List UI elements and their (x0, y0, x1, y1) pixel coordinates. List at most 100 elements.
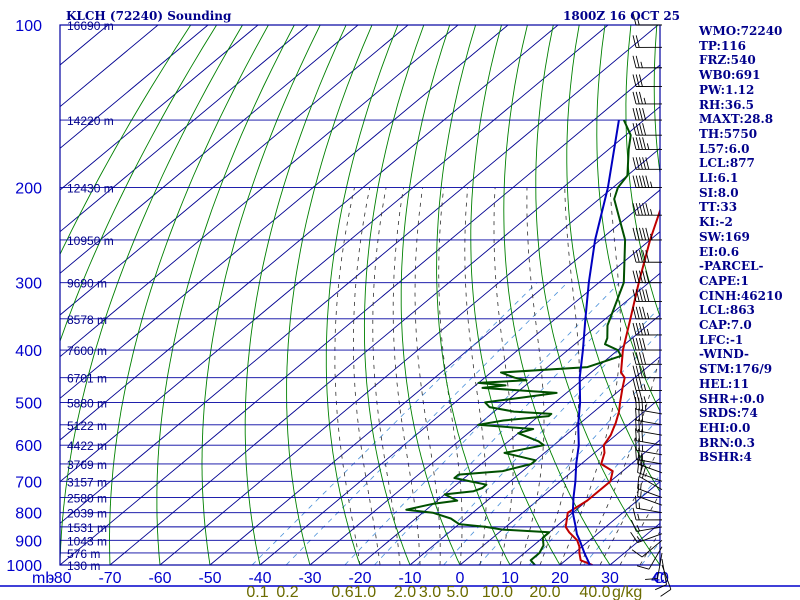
wind-barb-flag (655, 584, 667, 591)
wind-barb-flag (638, 91, 643, 105)
wind-barb (637, 483, 663, 506)
wind-barb-flag (645, 289, 650, 302)
wind-barb (632, 123, 663, 136)
sounding-index: TT:33 (699, 200, 738, 215)
height-labels: 16690 m 14220 m 12430 m 10950 m 9690 m 8578 m… (67, 19, 114, 573)
sounding-index: LCL:877 (699, 156, 755, 171)
pressure-tick-label: 900 (15, 533, 42, 550)
temperature-tick-label: -60 (148, 570, 171, 587)
wind-barb-half-flag (643, 97, 647, 105)
wind-barb (632, 365, 663, 379)
wind-barb-flag (635, 447, 637, 460)
wind-barb (632, 35, 663, 48)
wind-barb-flag (630, 532, 638, 543)
wind-barb-flag (635, 74, 640, 87)
sounding-index: KI:-2 (699, 215, 733, 230)
height-label: 5122 m (67, 419, 107, 433)
height-label: 1531 m (67, 521, 107, 535)
wind-barb-flag (638, 390, 643, 403)
parcel-trace (571, 119, 620, 565)
wind-barb (635, 495, 663, 514)
wind-barb-flag (637, 460, 640, 473)
sounding-index: CAPE:1 (699, 273, 749, 288)
wind-barb-flag (638, 408, 640, 421)
wind-barb-flag (638, 123, 643, 136)
moist-adiabat-line (619, 492, 660, 565)
height-label: 130 m (67, 559, 100, 573)
temperature-tick-label: -10 (398, 570, 421, 587)
wind-barb-flag (638, 107, 643, 121)
sounding-index: LFC:-1 (699, 332, 744, 347)
wind-barb (632, 352, 663, 365)
isotherm-line (60, 25, 259, 191)
wind-barb-staff (636, 440, 663, 446)
dewpoint-trace (405, 119, 632, 565)
height-label: 1043 m (67, 534, 107, 548)
isotherm-line (109, 106, 660, 565)
mixing-ratio-labels: 0.1 0.2 0.6 1.0 2.0 3.0 5.0 10.0 20.0 40.0 g/kg (246, 584, 642, 600)
wind-barb-flag (632, 507, 637, 521)
wind-barb-staff (637, 472, 663, 482)
wind-barb-flag (632, 289, 637, 302)
isotherm-line (60, 25, 309, 233)
mixing-ratio-line (374, 282, 647, 565)
sounding-index: PW:1.12 (699, 82, 755, 97)
temperature-axis: -80 -70 -60 -50 -40 -30 -20 -10 0 10 20 30 40C (48, 570, 669, 587)
wind-barb-flag (638, 322, 643, 336)
isotherm-line (409, 356, 660, 565)
wind-barb-staff (648, 546, 663, 570)
pressure-tick-label: 200 (15, 181, 42, 198)
wind-barb-staff (637, 463, 663, 474)
wind-barb-flag (632, 107, 637, 121)
pressure-tick-label: 100 (15, 18, 42, 35)
wind-barb-flag (638, 250, 643, 263)
sounding-index: BSHR:4 (699, 450, 752, 465)
wind-barb-half-flag (636, 525, 640, 531)
moist-adiabat-line (579, 352, 660, 565)
wind-barb-staff (636, 419, 663, 426)
wind-barb-flag (635, 289, 640, 302)
height-label: 16690 m (67, 19, 114, 33)
wind-barb (655, 558, 667, 591)
wind-barb-half-flag (646, 328, 650, 336)
wind-barb-flag (638, 306, 643, 319)
sounding-index: LI:6.1 (699, 171, 739, 186)
wind-barb-flag (632, 203, 637, 216)
wind-barb-staff (636, 459, 663, 465)
height-label: 8578 m (67, 313, 107, 327)
wind-barb-flag (635, 322, 640, 336)
wind-barb (632, 203, 663, 216)
height-label: 5880 m (67, 396, 107, 410)
pressure-tick-label: 600 (15, 438, 42, 455)
wind-barb-flag (645, 175, 650, 188)
wind-barb-flag (635, 306, 640, 319)
wind-barb-flag (660, 589, 672, 597)
wind-barb-flag (632, 157, 637, 170)
wind-barb-flag (642, 337, 647, 351)
isotherm-line (60, 64, 660, 565)
isotherm-line (60, 25, 559, 441)
pressure-axis-unit: mb (32, 570, 54, 587)
temperature-tick-label: -70 (98, 570, 121, 587)
wind-barb-flag (635, 378, 640, 391)
mixing-ratio-label: 0.6 (331, 584, 353, 600)
height-label: 2580 m (67, 492, 107, 506)
wind-barb-flag (635, 365, 640, 378)
wind-barb-half-flag (640, 61, 643, 68)
sounding-traces (405, 119, 660, 565)
wind-barb-flag (638, 352, 643, 365)
sounding-index: HEL:11 (699, 376, 750, 391)
sounding-indices-panel: WMO:72240 TP:116 FRZ:540 WB0:691 PW:1.12 RH:3… (699, 24, 783, 465)
isotherm-line (60, 25, 659, 524)
chart-title: KLCH (72240) Sounding (66, 9, 232, 23)
temperature-tick-label: -30 (298, 570, 321, 587)
wind-barb-half-flag (637, 513, 640, 521)
wind-barb-flag (632, 322, 637, 336)
moist-adiabat-line (539, 187, 580, 565)
wind-barb-flag (635, 495, 637, 509)
isotherm-line (509, 439, 660, 565)
wind-barb-flag (642, 157, 647, 170)
wind-barb-staff (637, 495, 663, 506)
wind-barb-staff (641, 539, 663, 558)
